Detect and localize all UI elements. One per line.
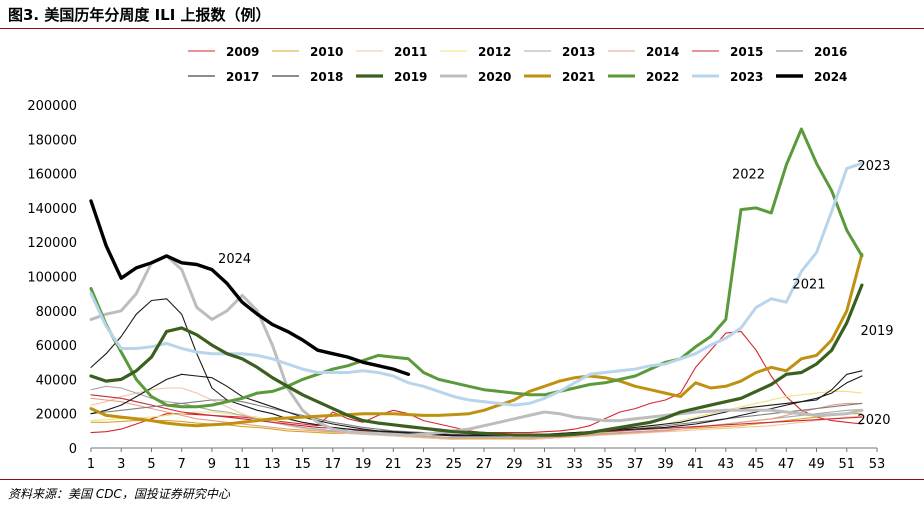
annotation-2024: 2024 (218, 252, 251, 267)
y-tick-label: 0 (69, 442, 77, 457)
series-line-2022 (89, 127, 864, 409)
series-line-2024 (89, 199, 411, 376)
legend-label-2016: 2016 (814, 45, 847, 59)
legend-label-2024: 2024 (814, 70, 847, 84)
legend-label-2023: 2023 (730, 70, 763, 84)
x-tick-label: 49 (808, 457, 825, 472)
x-tick-label: 7 (178, 457, 186, 472)
annotation-2023: 2023 (857, 159, 890, 174)
x-tick-label: 53 (869, 457, 886, 472)
x-tick-label: 35 (597, 457, 614, 472)
y-tick-label: 200000 (27, 99, 77, 114)
x-tick-label: 25 (445, 457, 462, 472)
source-rule (0, 479, 924, 480)
annotation-2020: 2020 (857, 413, 890, 428)
series-line-2021 (89, 252, 864, 428)
series-line-2019 (89, 283, 864, 437)
x-tick-label: 21 (385, 457, 402, 472)
legend-label-2014: 2014 (646, 45, 679, 59)
x-tick-label: 17 (325, 457, 342, 472)
legend-label-2020: 2020 (478, 70, 511, 84)
x-tick-label: 5 (147, 457, 155, 472)
annotation-2022: 2022 (732, 168, 765, 183)
legend-label-2022: 2022 (646, 70, 679, 84)
y-tick-label: 60000 (36, 339, 77, 354)
legend-label-2019: 2019 (394, 70, 427, 84)
legend-label-2021: 2021 (562, 70, 595, 84)
x-tick-label: 47 (778, 457, 795, 472)
x-tick-label: 37 (627, 457, 644, 472)
y-tick-label: 40000 (36, 373, 77, 388)
series-line-2017 (90, 373, 863, 436)
x-tick-label: 19 (355, 457, 372, 472)
figure-title: 图3. 美国历年分周度 ILI 上报数（例） (8, 6, 271, 24)
annotation-2021: 2021 (792, 278, 825, 293)
legend-label-2010: 2010 (310, 45, 343, 59)
annotation-2019: 2019 (860, 324, 893, 339)
x-tick-label: 31 (536, 457, 553, 472)
x-tick-label: 39 (657, 457, 674, 472)
x-tick-label: 3 (117, 457, 125, 472)
x-tick-label: 33 (566, 457, 583, 472)
series-line-2014 (90, 397, 863, 440)
series-lines (89, 127, 864, 440)
x-tick-label: 27 (476, 457, 493, 472)
x-tick-label: 29 (506, 457, 523, 472)
x-tick-label: 13 (264, 457, 281, 472)
y-tick-label: 100000 (27, 271, 77, 286)
legend-label-2015: 2015 (730, 45, 763, 59)
y-tick-label: 120000 (27, 236, 77, 251)
legend-label-2017: 2017 (226, 70, 259, 84)
y-tick-label: 80000 (36, 305, 77, 320)
legend-label-2009: 2009 (226, 45, 259, 59)
series-line-2023 (89, 161, 864, 407)
series-line-2012 (90, 390, 863, 440)
legend-label-2018: 2018 (310, 70, 343, 84)
legend-label-2013: 2013 (562, 45, 595, 59)
annotations: 2024 2022 2023 2021 2019 2020 (218, 159, 893, 428)
y-tick-label: 180000 (27, 133, 77, 148)
x-tick-label: 43 (718, 457, 735, 472)
legend-label-2012: 2012 (478, 45, 511, 59)
y-tick-label: 160000 (27, 168, 77, 183)
x-tick-label: 9 (208, 457, 216, 472)
x-tick-label: 23 (415, 457, 432, 472)
title-rule (0, 28, 924, 29)
x-tick-label: 11 (234, 457, 251, 472)
series-line-2020 (89, 254, 864, 437)
y-tick-label: 20000 (36, 408, 77, 423)
axes: 0 20000 40000 60000 80000 100000 120000 140000 1… (27, 99, 885, 472)
x-tick-label: 15 (294, 457, 311, 472)
x-tick-label: 41 (687, 457, 704, 472)
x-tick-label: 1 (87, 457, 95, 472)
series-line-2009 (90, 330, 863, 434)
x-tick-label: 45 (748, 457, 765, 472)
y-tick-label: 140000 (27, 202, 77, 217)
source-note: 资料来源：美国 CDC，国投证券研究中心 (8, 487, 230, 501)
legend: 2009 2010 2011 2012 2013 2014 2015 2016 2017 2018… (188, 45, 847, 84)
x-tick-label: 51 (838, 457, 855, 472)
legend-label-2011: 2011 (394, 45, 427, 59)
